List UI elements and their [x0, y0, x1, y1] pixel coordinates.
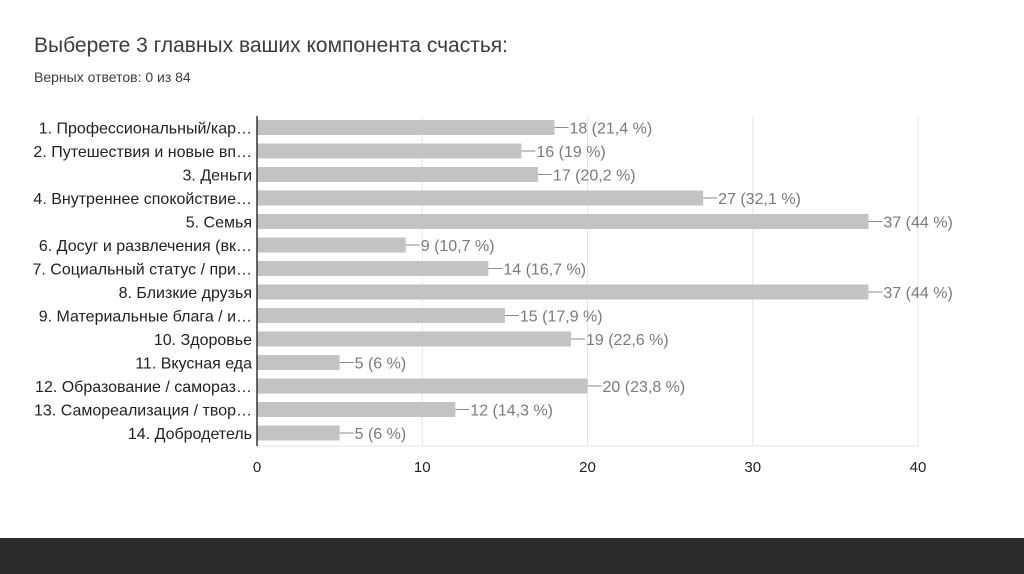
category-label: 9. Материальные блага / и…: [39, 309, 252, 326]
category-label: 3. Деньги: [183, 168, 252, 185]
data-label: 20 (23,8 %): [603, 379, 686, 396]
bar: [257, 378, 588, 394]
bar: [257, 355, 340, 370]
bar: [257, 190, 704, 206]
bar: [257, 425, 340, 441]
bar: [257, 308, 505, 323]
x-tick-label: 30: [744, 459, 761, 476]
footer-bar: [0, 538, 1024, 574]
data-label: 27 (32,1 %): [718, 191, 801, 208]
data-label: 17 (20,2 %): [553, 168, 636, 185]
bar: [257, 237, 406, 253]
data-label: 16 (19 %): [536, 144, 605, 161]
x-tick-label: 20: [579, 459, 596, 476]
x-tick-label: 10: [414, 459, 431, 476]
data-label: 14 (16,7 %): [503, 262, 586, 279]
bar: [257, 167, 538, 182]
category-label: 8. Близкие друзья: [119, 285, 252, 302]
data-label: 9 (10,7 %): [421, 238, 495, 255]
category-label: 13. Самореализация / твор…: [34, 403, 252, 420]
bar: [257, 120, 555, 135]
data-label: 18 (21,4 %): [569, 121, 652, 138]
data-label: 15 (17,9 %): [520, 309, 603, 326]
category-label: 10. Здоровье: [154, 332, 252, 349]
category-label: 6. Досуг и развлечения (вк…: [39, 238, 252, 255]
bar: [257, 331, 571, 347]
data-label: 37 (44 %): [883, 285, 952, 302]
bar-chart: 0 10 20 30 40 18 (21,4 %) 1. Профессиональный/…: [33, 116, 953, 476]
data-label: 12 (14,3 %): [470, 403, 553, 420]
chart-title: Выберете 3 главных ваших компонента счас…: [34, 34, 508, 57]
chart-subtitle: Верных ответов: 0 из 84: [34, 69, 191, 85]
category-label: 2. Путешествия и новые вп…: [33, 144, 252, 161]
category-label: 7. Социальный статус / при…: [33, 262, 253, 279]
category-label: 14. Добродетель: [128, 426, 252, 443]
data-label: 5 (6 %): [355, 426, 407, 443]
bar: [257, 402, 456, 417]
bar: [257, 284, 869, 300]
category-label: 12. Образование / самораз…: [35, 379, 252, 396]
bar: [257, 261, 489, 276]
x-tick-label: 0: [253, 459, 261, 476]
category-label: 4. Внутреннее спокойствие…: [33, 191, 252, 208]
data-label: 37 (44 %): [883, 215, 952, 232]
bar: [257, 214, 869, 229]
x-tick-label: 40: [910, 459, 927, 476]
category-label: 11. Вкусная еда: [135, 356, 252, 373]
category-label: 5. Семья: [186, 215, 252, 232]
category-label: 1. Профессиональный/кар…: [39, 121, 252, 138]
bar: [257, 143, 522, 159]
data-label: 5 (6 %): [355, 356, 407, 373]
data-label: 19 (22,6 %): [586, 332, 669, 349]
